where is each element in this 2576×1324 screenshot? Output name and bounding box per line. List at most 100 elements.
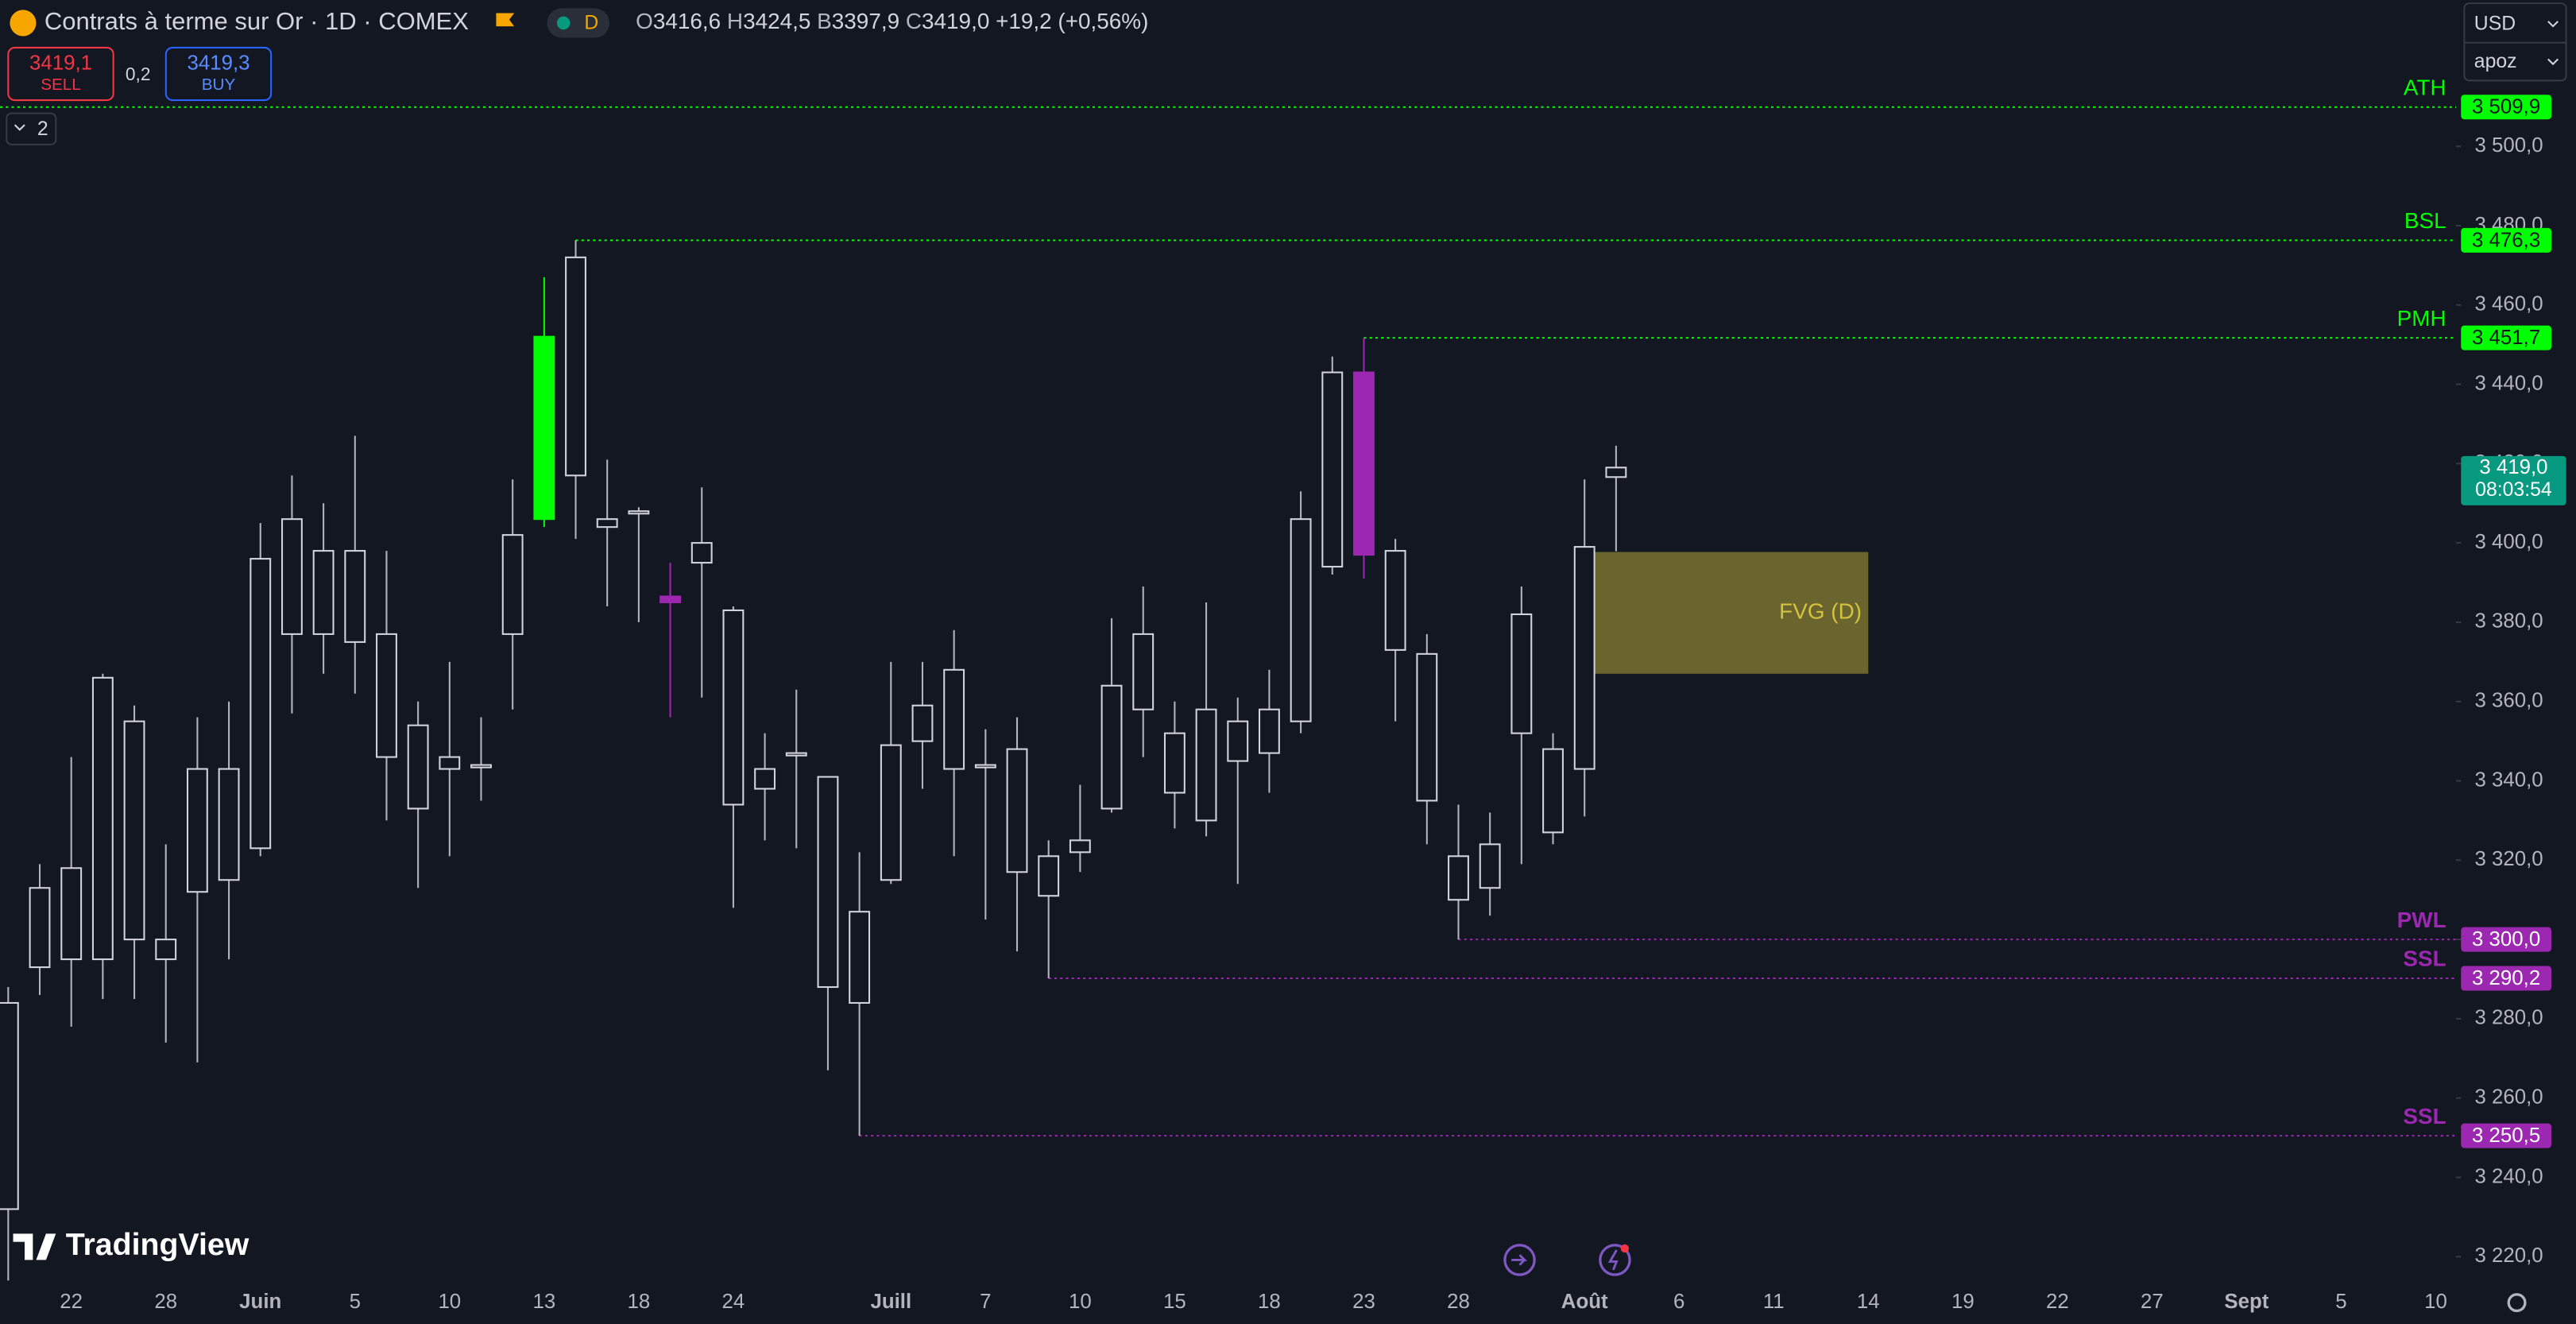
x-tick-label: 5 — [2335, 1291, 2346, 1313]
ohlc: O3416,6 H3424,5 B3397,9 C3419,0 +19,2 (+… — [636, 9, 1148, 33]
level-name: PMH — [2397, 306, 2446, 331]
level-badge — [2461, 227, 2551, 253]
symbol-title[interactable]: Contrats à terme sur Or · 1D · COMEX — [44, 7, 469, 35]
candle-body — [1605, 466, 1627, 478]
y-tick-label: 3 360,0 — [2474, 690, 2543, 712]
x-tick-label: 28 — [1447, 1291, 1470, 1313]
x-tick-label: 23 — [1352, 1291, 1375, 1313]
candle-body — [1038, 855, 1060, 897]
buy-label: BUY — [202, 75, 236, 94]
y-tick-label: 3 220,0 — [2474, 1245, 2543, 1267]
candle-body — [565, 256, 586, 477]
level-price: 3 509,9 — [2472, 96, 2540, 118]
candle-body — [1132, 633, 1155, 710]
sell-button[interactable] — [7, 46, 114, 102]
ohlc-value: 3416,6 — [653, 9, 721, 33]
candle-body — [218, 768, 240, 881]
events-icon[interactable] — [1503, 1244, 1536, 1276]
candle-body — [376, 633, 397, 758]
ohlc-key: B — [817, 9, 832, 33]
candle-body — [1100, 684, 1123, 810]
x-tick-label: 19 — [1951, 1291, 1975, 1313]
candle-body — [91, 676, 114, 961]
bolt-icon — [1607, 1249, 1619, 1271]
chevron — [14, 124, 25, 131]
x-tick-label: 22 — [2046, 1291, 2069, 1313]
x-tick-label: 7 — [980, 1291, 991, 1313]
x-tick-label: Juill — [870, 1291, 911, 1313]
x-tick-label: 24 — [722, 1291, 745, 1313]
candle-body — [155, 939, 177, 961]
buy-price: 3419,3 — [187, 52, 249, 74]
candle-body — [0, 1001, 19, 1210]
level-name: SSL — [2403, 1104, 2446, 1128]
y-tick-label: 3 260,0 — [2474, 1086, 2543, 1109]
sell-price: 3419,1 — [29, 52, 92, 74]
level-badge — [2461, 325, 2551, 350]
candle-body — [407, 724, 429, 810]
candle-body — [1479, 843, 1501, 889]
candle-body — [849, 911, 871, 1004]
level-badge — [2461, 927, 2551, 952]
candle-body — [29, 887, 51, 969]
x-tick-label: 28 — [154, 1291, 177, 1313]
sell-label: SELL — [41, 75, 81, 94]
level-badge — [2461, 1123, 2551, 1148]
level-badge — [2461, 966, 2551, 991]
candle-body — [1416, 652, 1438, 802]
candle-body — [1510, 613, 1533, 734]
brand-logo — [13, 1233, 56, 1260]
candle-body — [249, 558, 272, 850]
candle-body — [754, 768, 776, 790]
flag-icon[interactable] — [496, 13, 515, 27]
currency-select[interactable]: USD — [2474, 14, 2516, 35]
status-badge: D — [584, 13, 598, 34]
x-tick-label: Juin — [239, 1291, 281, 1313]
y-tick-label: 3 440,0 — [2474, 372, 2543, 394]
candle-body — [911, 704, 934, 742]
candle-body — [1542, 748, 1564, 834]
ohlc-key: C — [906, 9, 922, 33]
candle-body — [1290, 518, 1312, 722]
candle-body — [470, 764, 492, 768]
candle-body — [1321, 371, 1344, 568]
candle-body — [880, 744, 902, 881]
x-tick-label: 27 — [2141, 1291, 2164, 1313]
candle-body — [1163, 732, 1186, 794]
x-tick-label: 13 — [532, 1291, 555, 1313]
buy-button[interactable] — [164, 46, 273, 102]
chevron — [2547, 21, 2559, 28]
candle-body — [785, 752, 807, 757]
x-tick-label: 5 — [350, 1291, 361, 1313]
unit-select[interactable]: apoz — [2474, 51, 2517, 72]
x-tick-label: Août — [1561, 1291, 1608, 1313]
y-tick-label: 3 500,0 — [2474, 134, 2543, 157]
fvg-zone — [1584, 552, 1869, 674]
settings-icon[interactable] — [2507, 1293, 2527, 1313]
candle-body — [186, 768, 208, 893]
level-name: BSL — [2404, 208, 2446, 233]
candle-body — [533, 335, 555, 521]
alert-dot — [1620, 1244, 1630, 1253]
level-price: 3 250,5 — [2472, 1125, 2540, 1147]
y-tick-label: 3 280,0 — [2474, 1007, 2543, 1029]
candle-body — [943, 668, 965, 770]
y-tick-label: 3 380,0 — [2474, 610, 2543, 633]
y-tick-label: 3 240,0 — [2474, 1165, 2543, 1187]
ohlc-key: H — [727, 9, 743, 33]
x-tick-label: Sept — [2224, 1291, 2269, 1313]
candle-body — [1195, 708, 1217, 822]
fvg-label: FVG (D) — [1779, 599, 1862, 624]
plot-area: 3 500,03 480,03 460,03 440,03 420,03 400… — [0, 75, 2566, 1313]
level-price: 3 476,3 — [2472, 229, 2540, 251]
alerts-icon[interactable] — [1599, 1244, 1631, 1276]
candle-body — [312, 550, 335, 635]
status-dot — [556, 16, 571, 30]
countdown: 08:03:54 — [2475, 479, 2552, 501]
status-pill[interactable] — [547, 8, 610, 38]
level-badge — [2461, 95, 2551, 120]
level-price: 3 290,2 — [2472, 967, 2540, 989]
candle-body — [974, 764, 996, 768]
indicators-toggle[interactable] — [6, 112, 57, 145]
